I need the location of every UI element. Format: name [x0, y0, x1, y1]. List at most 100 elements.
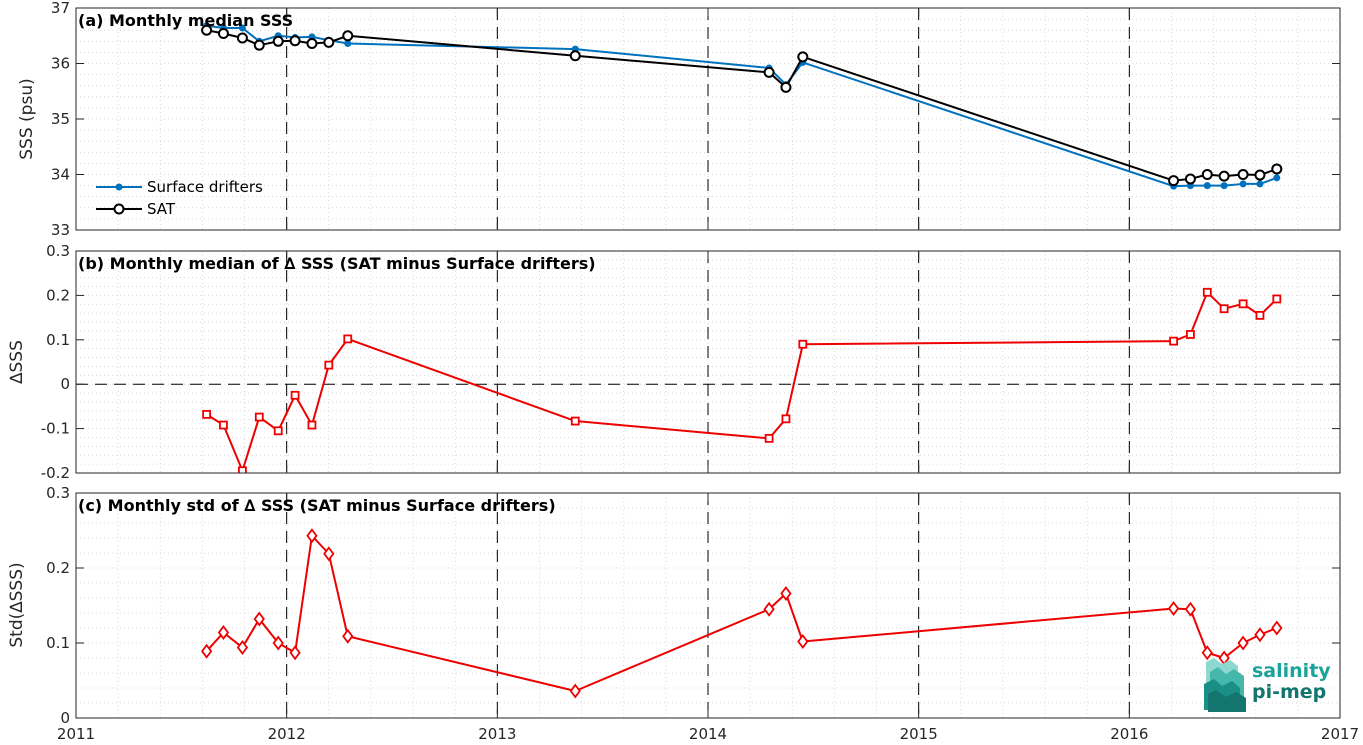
- data-point: [780, 586, 792, 601]
- data-point: [307, 420, 317, 430]
- data-point: [1169, 336, 1178, 346]
- y-tick-label: -0.1: [41, 420, 70, 438]
- y-tick-label: 0.1: [46, 634, 70, 652]
- panel-a-title: (a) Monthly median SSS: [78, 11, 293, 30]
- data-point: [306, 38, 318, 50]
- data-point: [569, 683, 581, 699]
- y-tick-label: 0.2: [46, 559, 70, 577]
- data-point: [343, 334, 353, 344]
- y-tick-label: 0.1: [46, 331, 70, 349]
- legend: Surface drifters SAT: [96, 178, 263, 218]
- data-point: [1255, 310, 1265, 320]
- x-tick-label: 2014: [689, 725, 727, 743]
- data-point: [1237, 635, 1249, 651]
- data-point: [290, 390, 300, 400]
- y-tick-label: 35: [51, 110, 70, 128]
- panel-a-ylabel: SSS (psu): [17, 78, 37, 159]
- data-point: [797, 51, 809, 63]
- y-tick-label: 0.2: [46, 286, 70, 304]
- data-point: [200, 643, 213, 659]
- y-tick-label: 33: [51, 221, 70, 239]
- data-point: [272, 635, 284, 651]
- data-point: [781, 414, 791, 424]
- data-point: [1254, 627, 1266, 643]
- data-point: [236, 640, 249, 655]
- data-point: [342, 628, 354, 644]
- data-point: [219, 420, 228, 430]
- y-tick-label: -0.2: [41, 464, 70, 482]
- data-point: [1201, 645, 1213, 661]
- salinity-pi-mep-logo: salinity pi-mep: [1204, 658, 1331, 712]
- y-tick-label: 0: [60, 709, 70, 727]
- data-point: [1184, 173, 1196, 185]
- data-point: [1272, 294, 1282, 304]
- data-point: [1271, 163, 1283, 175]
- data-point: [236, 32, 248, 44]
- y-tick-label: 0.3: [46, 242, 70, 260]
- data-point: [1203, 182, 1211, 190]
- panel-c-std-delta-sss: 0 0.1 0.2 0.3 Std(∆SSS) (c) Monthly std of …: [7, 484, 1341, 727]
- data-point: [1238, 299, 1248, 309]
- data-point: [1256, 180, 1264, 188]
- data-point: [238, 24, 246, 32]
- data-point: [764, 433, 774, 443]
- y-tick-label: 0.3: [46, 484, 70, 502]
- data-point: [1168, 175, 1180, 187]
- panel-b-median-delta-sss: -0.2 -0.1 0 0.1 0.2 0.3 ∆SSS (b) Monthly medi…: [7, 242, 1341, 482]
- data-point: [254, 412, 264, 422]
- x-tick-label: 2012: [268, 725, 306, 743]
- panel-c-ylabel: Std(∆SSS): [7, 562, 27, 647]
- legend-sat-marker: [113, 203, 125, 215]
- data-point: [1167, 601, 1180, 616]
- data-point: [323, 36, 335, 48]
- legend-drifters-label: Surface drifters: [147, 178, 263, 196]
- y-tick-label: 37: [51, 0, 70, 17]
- data-point: [217, 625, 230, 640]
- data-point: [1273, 174, 1281, 182]
- data-point: [253, 611, 265, 627]
- data-point: [1218, 170, 1230, 182]
- data-point: [763, 66, 775, 78]
- x-tick-label: 2013: [478, 725, 516, 743]
- data-point: [1220, 182, 1228, 190]
- data-point: [323, 546, 335, 562]
- data-point: [569, 50, 581, 62]
- legend-sat-label: SAT: [147, 200, 176, 218]
- x-tick-label: 2016: [1110, 725, 1148, 743]
- data-point: [289, 35, 301, 47]
- data-point: [273, 426, 283, 436]
- data-point: [1202, 287, 1212, 297]
- data-point: [253, 39, 265, 51]
- data-point: [1184, 601, 1197, 617]
- logo-waves-icon: [1204, 658, 1246, 712]
- data-point: [780, 81, 792, 93]
- data-point: [324, 360, 334, 370]
- data-point: [1237, 169, 1249, 180]
- data-point: [202, 409, 212, 419]
- logo-line2: pi-mep: [1252, 681, 1326, 703]
- y-tick-label: 34: [51, 166, 70, 184]
- x-tick-label: 2011: [57, 725, 95, 743]
- panel-b-title: (b) Monthly median of ∆ SSS (SAT minus S…: [78, 254, 596, 273]
- x-tick-label: 2017: [1321, 725, 1359, 743]
- data-point: [1271, 620, 1283, 636]
- x-axis-tick-labels: 2011 2012 2013 2014 2015 2016 2017: [57, 725, 1359, 743]
- logo-line1: salinity: [1252, 660, 1331, 682]
- data-point: [1219, 304, 1229, 314]
- data-point: [1254, 169, 1266, 181]
- data-point: [238, 466, 247, 473]
- data-point: [1186, 330, 1195, 339]
- data-point: [306, 528, 318, 544]
- x-tick-label: 2015: [900, 725, 938, 743]
- y-tick-label: 36: [51, 55, 70, 73]
- data-point: [217, 28, 229, 40]
- y-tick-label: 0: [60, 375, 70, 393]
- data-point: [201, 24, 213, 36]
- data-point: [798, 339, 808, 349]
- data-point: [342, 30, 354, 42]
- data-point: [272, 35, 284, 47]
- panel-c-title: (c) Monthly std of ∆ SSS (SAT minus Surf…: [78, 496, 556, 515]
- data-point: [344, 40, 352, 48]
- panel-a-monthly-median-sss: 33 34 35 36 37 SSS (psu) (a) Monthly median …: [17, 0, 1341, 239]
